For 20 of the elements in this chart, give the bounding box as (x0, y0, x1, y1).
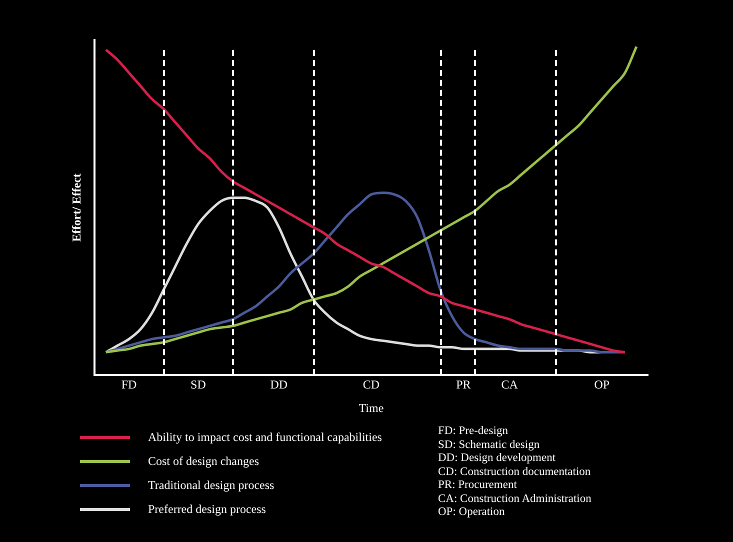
x-tick-label: OP (594, 378, 610, 392)
text: CA: Construction Administration (438, 492, 592, 506)
text: SD: Schematic design (438, 438, 541, 452)
y-axis-title: Effort/ Effect (69, 173, 84, 242)
x-tick-label: PR (456, 378, 471, 392)
legend-label: Cost of design changes (148, 453, 259, 470)
text: PR: Procurement (438, 479, 518, 492)
legend-label: Ability to impact cost and functional capabilities (148, 429, 382, 446)
x-tick-label: CA (501, 378, 518, 392)
x-axis-title: Time (358, 400, 384, 415)
x-tick-label: SD (190, 378, 206, 392)
legend-label: Traditional design process (148, 477, 274, 494)
text: FD: Pre-design (438, 425, 509, 438)
x-tick-label: DD (270, 378, 288, 392)
text: CD: Construction documentation (438, 466, 592, 479)
legend-label: Preferred design process (148, 501, 266, 518)
text: OP: Operation (438, 506, 506, 520)
x-tick-label: CD (362, 378, 380, 392)
x-tick-label: FD (121, 378, 137, 392)
text: DD: Design development (438, 452, 557, 466)
